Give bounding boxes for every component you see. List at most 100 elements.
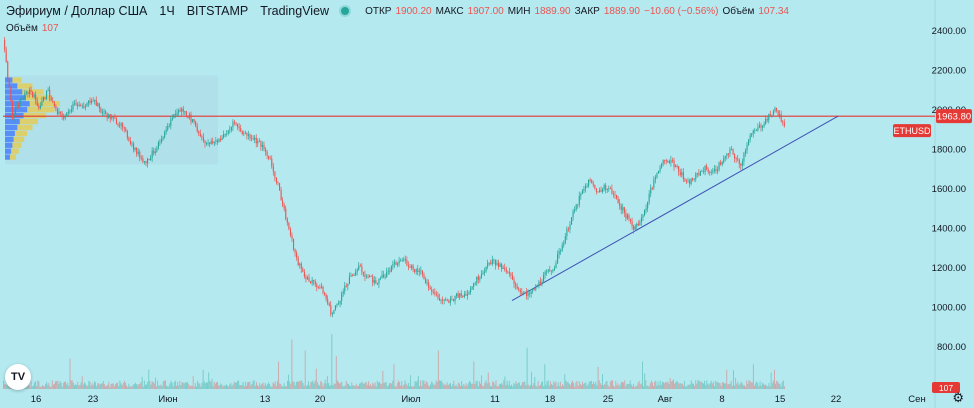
volume-bar — [130, 386, 132, 389]
candle-body — [67, 111, 69, 114]
candle-body — [170, 119, 172, 126]
candle-body — [703, 171, 705, 173]
ohlc-readout: ОТКР 1900.20 МАКС 1907.00 МИН 1889.90 ЗАКР 1… — [365, 6, 789, 17]
volume-legend[interactable]: Объём 107 — [6, 23, 59, 34]
volume-bar — [171, 382, 173, 389]
candle-body — [355, 272, 357, 276]
volume-bar — [500, 384, 501, 389]
volume-bar — [634, 386, 636, 389]
volume-profile-bar — [14, 130, 27, 137]
volume-bar — [308, 381, 309, 389]
volume-bar — [217, 381, 219, 389]
volume-bar — [50, 386, 52, 389]
volume-bar — [252, 380, 254, 389]
volume-bar — [293, 382, 295, 389]
price-tag-label: 1963.80 — [937, 112, 971, 123]
volume-bar — [311, 381, 313, 389]
volume-bar — [440, 380, 441, 389]
candle-body — [283, 205, 285, 209]
volume-profile-bar — [9, 154, 16, 160]
candle-body — [746, 144, 748, 151]
candle-body — [117, 124, 119, 126]
candle-body — [704, 165, 706, 172]
volume-bar — [92, 384, 94, 389]
candle-body — [675, 165, 677, 168]
volume-bar — [635, 386, 637, 389]
candle-body — [275, 177, 278, 183]
volume-bar — [681, 383, 683, 389]
volume-bar — [40, 386, 42, 389]
volume-bar — [135, 382, 136, 389]
volume-bar — [106, 385, 108, 389]
candle-body — [241, 131, 243, 135]
candle-body — [297, 257, 299, 265]
volume-bar — [129, 386, 131, 389]
volume-bar — [495, 380, 497, 389]
volume-bar — [482, 386, 484, 389]
candle-body — [721, 161, 723, 165]
volume-bar — [744, 385, 745, 389]
volume-bar — [598, 380, 600, 389]
candle-body — [198, 131, 200, 134]
volume-bar — [386, 386, 388, 389]
candle-body — [693, 178, 695, 180]
candle-body — [89, 100, 91, 103]
candle-body — [370, 275, 372, 277]
volume-bar — [242, 382, 244, 389]
candle-body — [280, 189, 282, 201]
volume-bar — [145, 385, 146, 389]
volume-bar — [600, 384, 602, 389]
volume-bar — [504, 376, 506, 389]
volume-bar — [253, 380, 255, 389]
candle-body — [425, 279, 427, 283]
gear-icon[interactable]: ⚙ — [952, 390, 964, 405]
volume-bar — [174, 380, 176, 389]
x-tick-label: 15 — [775, 394, 786, 405]
volume-bar — [49, 386, 51, 389]
candle-body — [769, 113, 771, 115]
volume-bar — [61, 386, 63, 389]
candle-body — [143, 161, 145, 163]
candle-body — [466, 293, 469, 296]
candle-body — [202, 137, 205, 141]
candle-body — [42, 97, 45, 101]
volume-bar — [280, 383, 282, 389]
volume-bar — [319, 385, 321, 389]
volume-bar — [292, 381, 294, 389]
volume-bar — [477, 386, 479, 389]
volume-bar — [326, 376, 328, 389]
volume-bar — [566, 382, 568, 389]
candle-body — [303, 271, 305, 277]
candle-body — [421, 270, 423, 275]
candle-body — [584, 186, 587, 189]
volume-bar — [762, 383, 764, 389]
volume-bar — [774, 369, 775, 389]
volume-bar — [761, 382, 763, 389]
volume-bar — [361, 381, 363, 389]
volume-bar — [268, 382, 270, 389]
candle-body — [727, 153, 729, 155]
candle-body — [659, 167, 661, 172]
volume-bar — [344, 385, 346, 389]
candle-body — [58, 111, 60, 115]
volume-bar — [406, 385, 408, 389]
candle-body — [452, 299, 455, 302]
candle-body — [372, 276, 374, 283]
volume-bar — [749, 380, 751, 389]
tradingview-logo[interactable]: TV — [5, 364, 31, 390]
volume-bar — [197, 380, 199, 389]
candle-body — [159, 141, 161, 143]
interval-label[interactable]: 1Ч — [159, 4, 175, 18]
volume-bar — [103, 384, 105, 389]
volume-profile-bar — [27, 107, 55, 113]
volume-bar — [348, 383, 349, 389]
symbol-title[interactable]: Эфириум / Доллар США — [6, 4, 148, 18]
volume-bar — [169, 383, 171, 389]
candle-body — [730, 149, 733, 150]
volume-bar — [202, 369, 204, 389]
volume-bar — [778, 383, 780, 389]
candle-body — [369, 275, 371, 278]
candle-body — [493, 259, 495, 261]
